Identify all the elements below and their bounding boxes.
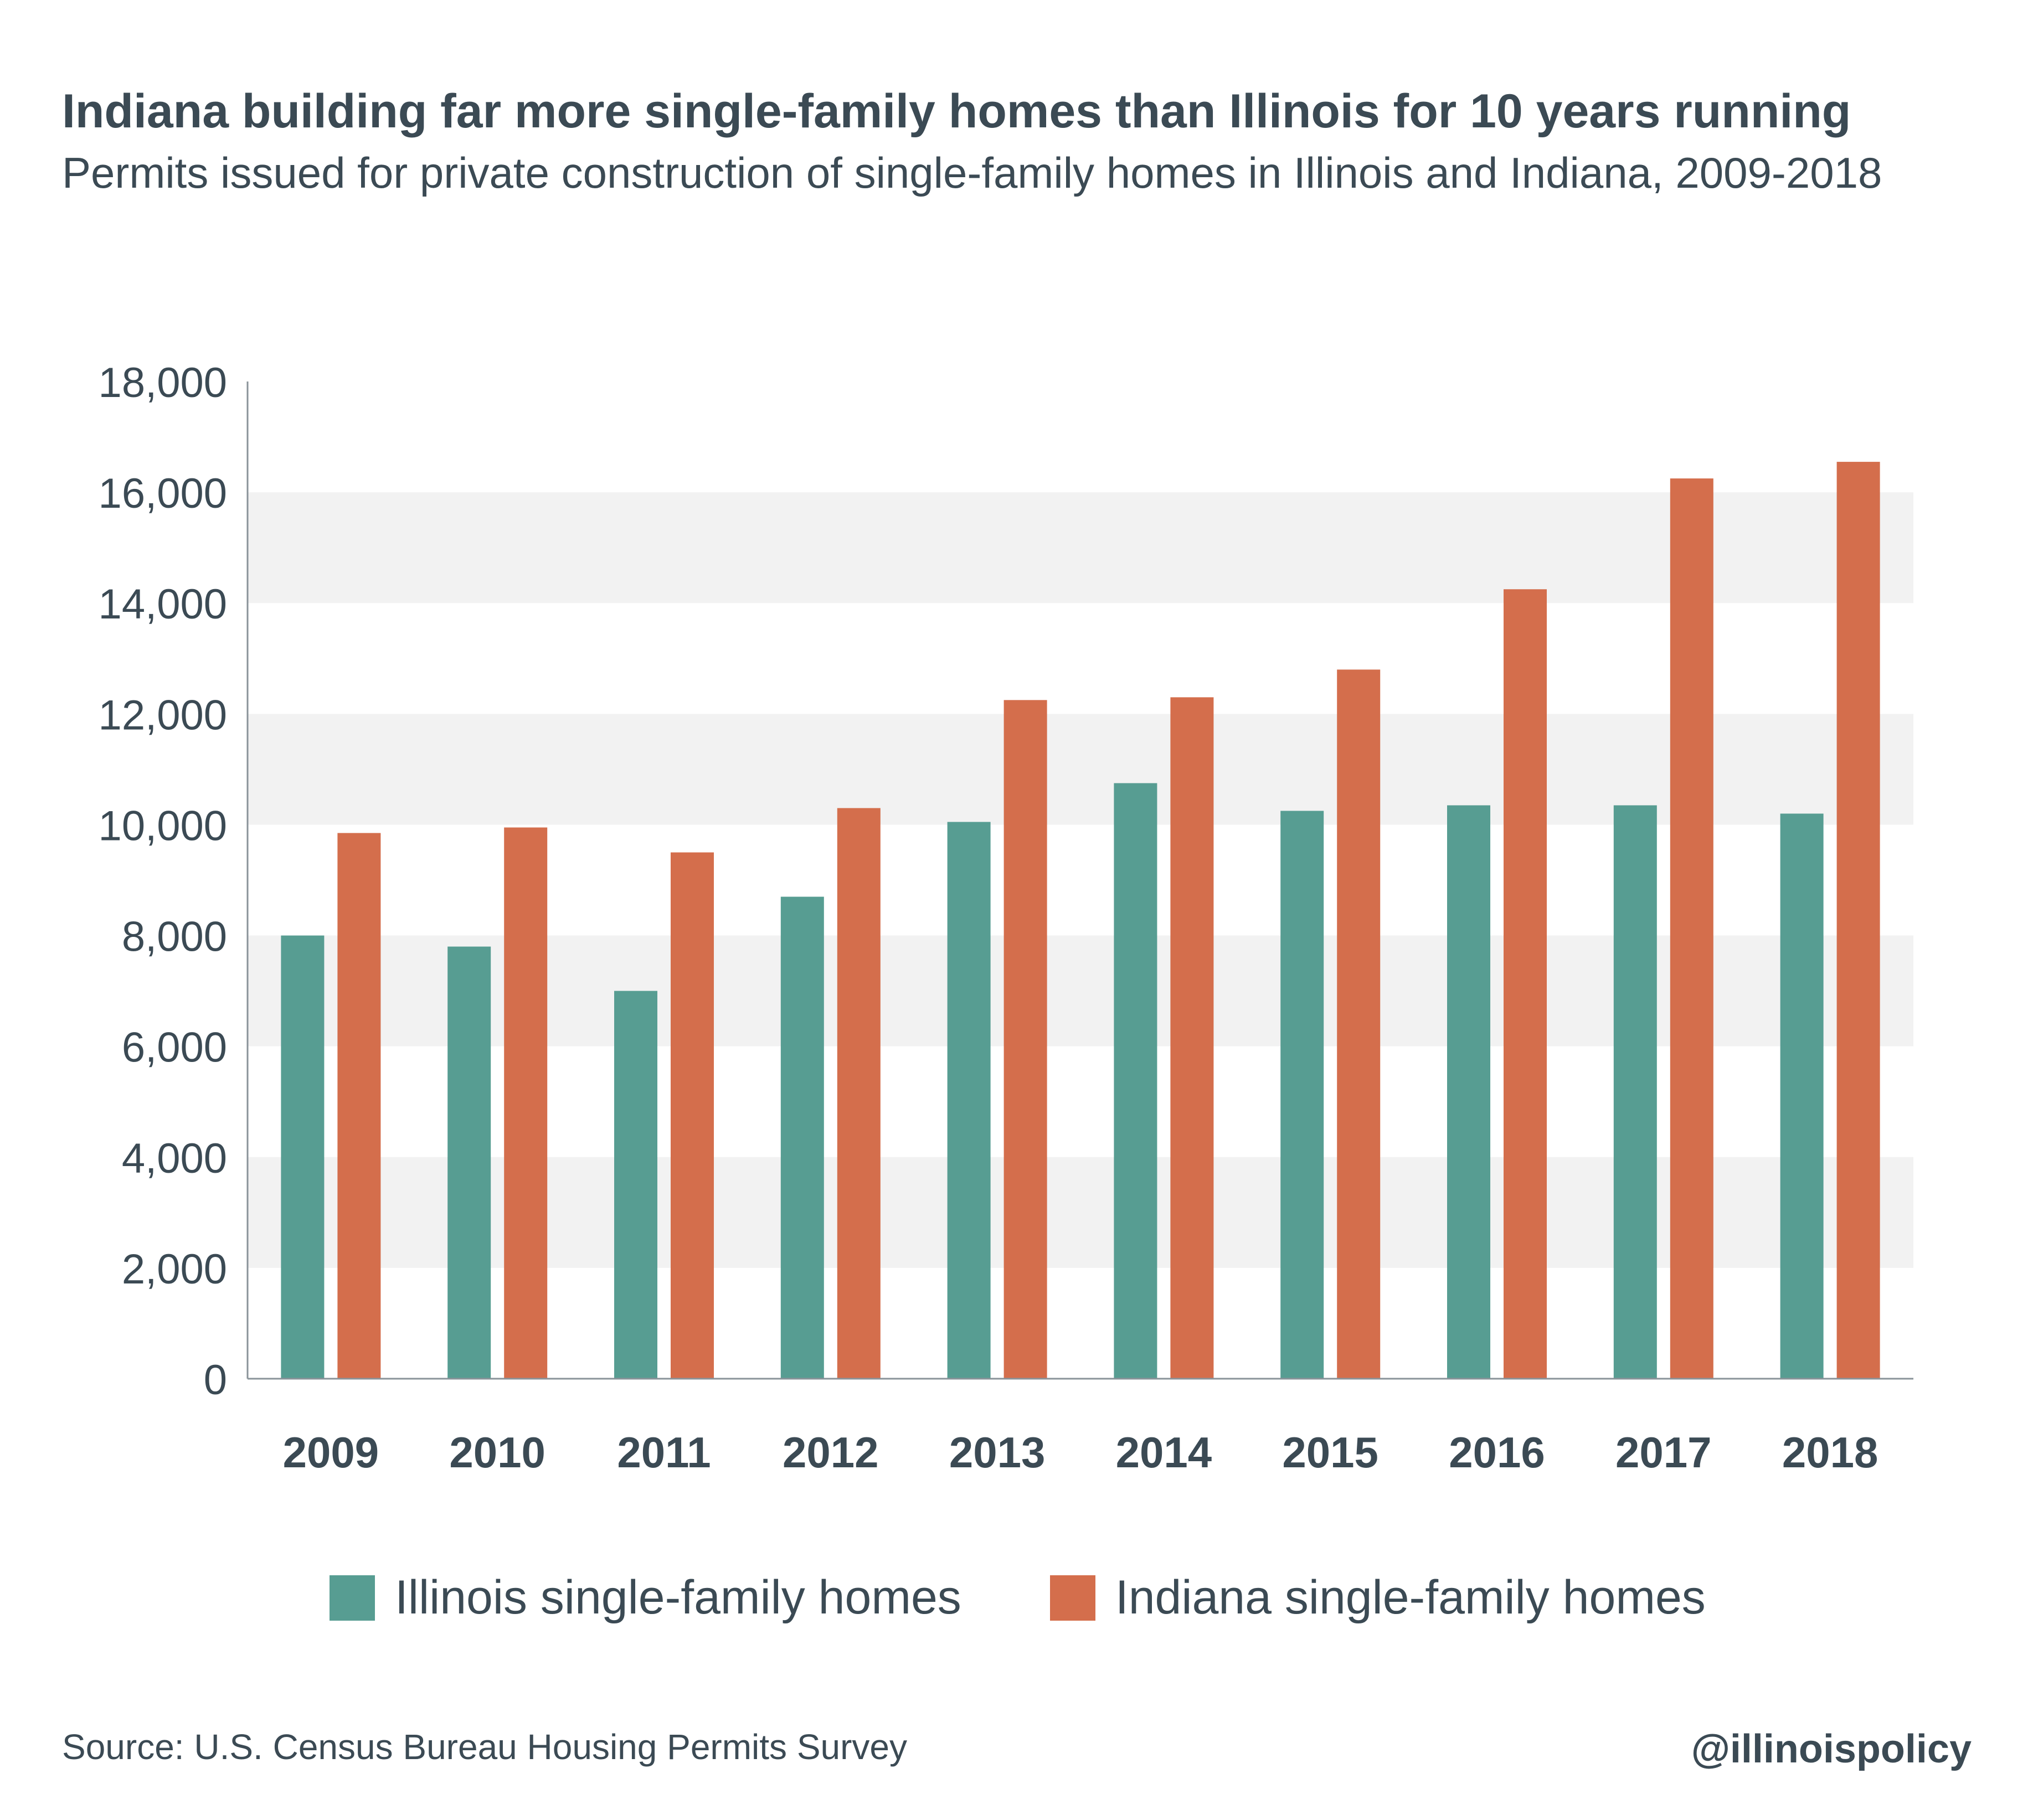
y-tick-label: 2,000 bbox=[122, 1246, 227, 1293]
legend-label-indiana: Indiana single-family homes bbox=[1115, 1571, 1706, 1624]
grid-band bbox=[248, 1157, 1913, 1268]
bar-indiana-2010 bbox=[504, 827, 548, 1379]
legend-swatch-illinois bbox=[330, 1575, 375, 1621]
y-tick-label: 6,000 bbox=[122, 1024, 227, 1071]
x-tick-label: 2013 bbox=[949, 1428, 1046, 1477]
bar-indiana-2014 bbox=[1170, 697, 1214, 1379]
social-handle: @illinoispolicy bbox=[1691, 1727, 1972, 1771]
legend-label-illinois: Illinois single-family homes bbox=[395, 1571, 961, 1624]
x-tick-label: 2016 bbox=[1449, 1428, 1545, 1477]
x-tick-label: 2011 bbox=[617, 1428, 711, 1477]
bar-indiana-2012 bbox=[837, 808, 881, 1379]
bar-illinois-2014 bbox=[1114, 783, 1157, 1379]
x-tick-label: 2010 bbox=[449, 1428, 545, 1477]
grid-band bbox=[248, 714, 1913, 825]
y-tick-labels: 0 2,000 4,000 6,000 8,000 10,000 12,000 14,000 1… bbox=[99, 359, 227, 1404]
grid-bands bbox=[248, 492, 1913, 1268]
y-tick-label: 10,000 bbox=[99, 802, 227, 849]
bar-illinois-2012 bbox=[780, 896, 824, 1379]
grid-band bbox=[248, 935, 1913, 1046]
bar-indiana-2011 bbox=[671, 852, 714, 1379]
x-tick-label: 2012 bbox=[783, 1428, 879, 1477]
y-tick-label: 16,000 bbox=[99, 470, 227, 517]
bar-indiana-2013 bbox=[1003, 700, 1047, 1379]
bar-illinois-2013 bbox=[947, 822, 991, 1379]
bar-illinois-2011 bbox=[614, 991, 657, 1379]
x-tick-label: 2009 bbox=[283, 1428, 379, 1477]
bar-illinois-2010 bbox=[447, 946, 491, 1379]
bar-illinois-2017 bbox=[1613, 805, 1657, 1379]
bar-indiana-2016 bbox=[1504, 589, 1547, 1379]
bar-indiana-2015 bbox=[1337, 669, 1381, 1379]
bar-illinois-2018 bbox=[1780, 813, 1824, 1379]
x-tick-label: 2014 bbox=[1116, 1428, 1212, 1477]
x-tick-label: 2017 bbox=[1615, 1428, 1712, 1477]
legend-item-illinois: Illinois single-family homes bbox=[330, 1570, 961, 1625]
bar-indiana-2017 bbox=[1670, 478, 1713, 1379]
chart-subtitle: Permits issued for private construction … bbox=[62, 148, 1882, 197]
source-note: Source: U.S. Census Bureau Housing Permi… bbox=[62, 1727, 907, 1767]
legend: Illinois single-family homes Indiana sin… bbox=[330, 1570, 1794, 1625]
bar-illinois-2016 bbox=[1447, 805, 1490, 1379]
y-tick-label: 4,000 bbox=[122, 1135, 227, 1182]
x-tick-label: 2015 bbox=[1282, 1428, 1378, 1477]
legend-item-indiana: Indiana single-family homes bbox=[1049, 1570, 1706, 1625]
chart-title: Indiana building far more single-family … bbox=[62, 85, 1851, 138]
y-tick-label: 18,000 bbox=[99, 359, 227, 406]
y-tick-label: 0 bbox=[204, 1357, 227, 1404]
y-tick-label: 12,000 bbox=[99, 692, 227, 739]
bar-indiana-2018 bbox=[1836, 462, 1880, 1379]
axes-group bbox=[246, 381, 1913, 1380]
bar-illinois-2009 bbox=[281, 935, 325, 1379]
bar-indiana-2009 bbox=[337, 833, 381, 1379]
x-tick-labels: 2009 2010 2011 2012 2013 2014 2015 2016 2017 2018 bbox=[283, 1428, 1879, 1477]
bar-illinois-2015 bbox=[1280, 811, 1324, 1379]
y-tick-label: 8,000 bbox=[122, 914, 227, 961]
bars-group bbox=[281, 462, 1880, 1379]
y-tick-label: 14,000 bbox=[99, 581, 227, 628]
grid-band bbox=[248, 492, 1913, 604]
x-tick-label: 2018 bbox=[1782, 1428, 1879, 1477]
legend-swatch-indiana bbox=[1049, 1575, 1095, 1621]
